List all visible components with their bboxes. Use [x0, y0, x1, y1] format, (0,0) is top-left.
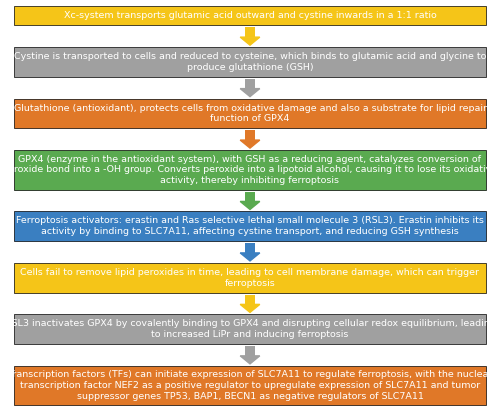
Polygon shape [240, 253, 260, 261]
Polygon shape [240, 201, 260, 210]
Bar [245, 192, 255, 201]
Bar [14, 47, 486, 77]
Bar [14, 263, 486, 293]
Bar [14, 150, 486, 189]
Bar [245, 295, 255, 305]
Text: GPX4 (enzyme in the antioxidant system), with GSH as a reducing agent, catalyzes: GPX4 (enzyme in the antioxidant system),… [2, 155, 498, 185]
Bar [14, 211, 486, 241]
Polygon shape [240, 37, 260, 45]
Polygon shape [240, 305, 260, 312]
Text: Ferroptosis activators: erastin and Ras selective lethal small molecule 3 (RSL3): Ferroptosis activators: erastin and Ras … [16, 217, 484, 236]
Text: Cells fail to remove lipid peroxides in time, leading to cell membrane damage, w: Cells fail to remove lipid peroxides in … [20, 268, 479, 288]
Bar [245, 130, 255, 140]
Polygon shape [240, 356, 260, 364]
Bar [14, 6, 486, 25]
Text: RSL3 inactivates GPX4 by covalently binding to GPX4 and disrupting cellular redo: RSL3 inactivates GPX4 by covalently bind… [4, 319, 496, 339]
Bar [14, 314, 486, 344]
Polygon shape [240, 140, 260, 148]
Bar [14, 99, 486, 128]
Bar [14, 366, 486, 405]
Text: Xc-system transports glutamic acid outward and cystine inwards in a 1:1 ratio: Xc-system transports glutamic acid outwa… [64, 11, 436, 20]
Bar [245, 346, 255, 356]
Bar [245, 79, 255, 89]
Text: Cystine is transported to cells and reduced to cysteine, which binds to glutamic: Cystine is transported to cells and redu… [14, 52, 486, 72]
Text: Glutathione (antioxidant), protects cells from oxidative damage and also a subst: Glutathione (antioxidant), protects cell… [14, 104, 486, 123]
Bar [245, 243, 255, 253]
Bar [245, 28, 255, 37]
Text: Transcription factors (TFs) can initiate expression of SLC7A11 to regulate ferro: Transcription factors (TFs) can initiate… [8, 370, 492, 401]
Polygon shape [240, 89, 260, 97]
